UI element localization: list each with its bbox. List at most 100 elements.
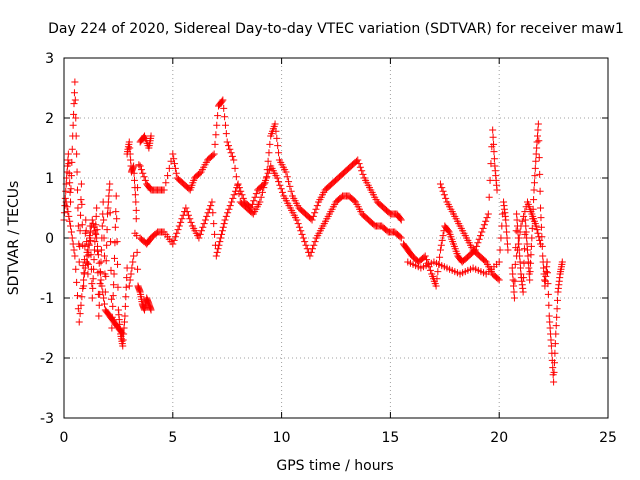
data-point-interp bbox=[82, 227, 90, 235]
data-point-interp bbox=[74, 204, 82, 212]
data-point-interp bbox=[65, 212, 73, 220]
data-point-interp bbox=[196, 230, 204, 238]
data-point bbox=[73, 168, 81, 176]
data-point-interp bbox=[530, 196, 538, 204]
data-point-interp bbox=[359, 170, 367, 178]
data-point-interp bbox=[533, 226, 541, 234]
data-point-interp bbox=[134, 265, 142, 273]
data-point-interp bbox=[537, 223, 545, 231]
data-point bbox=[517, 222, 525, 230]
data-point-interp bbox=[503, 228, 511, 236]
data-point-interp bbox=[170, 236, 178, 244]
data-point-interp bbox=[140, 173, 148, 181]
data-point-interp bbox=[275, 178, 283, 186]
data-point-interp bbox=[74, 305, 82, 313]
data-point-interp bbox=[109, 302, 117, 310]
data-point-interp bbox=[78, 293, 86, 301]
data-point-interp bbox=[61, 194, 69, 202]
data-point-interp bbox=[88, 280, 96, 288]
data-point-interp bbox=[520, 259, 528, 267]
data-point-interp bbox=[226, 145, 234, 153]
data-point-interp bbox=[442, 194, 450, 202]
data-point-interp bbox=[105, 192, 113, 200]
data-point-interp bbox=[533, 138, 541, 146]
data-point bbox=[88, 216, 96, 224]
data-point-interp bbox=[164, 172, 172, 180]
data-point-interp bbox=[547, 336, 555, 344]
data-point-interp bbox=[544, 290, 552, 298]
data-point-interp bbox=[480, 221, 488, 229]
data-point-interp bbox=[95, 259, 103, 267]
data-point-interp bbox=[102, 257, 110, 265]
data-point bbox=[125, 138, 133, 146]
data-point bbox=[523, 246, 531, 254]
data-point bbox=[130, 252, 138, 260]
x-tick-label: 10 bbox=[273, 430, 291, 446]
data-point-interp bbox=[67, 185, 75, 193]
data-point-interp bbox=[118, 329, 126, 337]
data-point-interp bbox=[423, 256, 431, 264]
data-point-interp bbox=[235, 184, 243, 192]
data-point-interp bbox=[396, 233, 404, 241]
tick-labels: 0 5 10 15 20 25 -3 -2 -1 0 1 2 3 bbox=[40, 51, 617, 446]
data-point-interp bbox=[517, 264, 525, 272]
data-point-interp bbox=[100, 252, 108, 260]
data-point-interp bbox=[113, 238, 121, 246]
data-point-interp bbox=[198, 227, 206, 235]
data-point-interp bbox=[171, 160, 179, 168]
data-point-interp bbox=[211, 140, 219, 148]
data-point bbox=[397, 216, 405, 224]
y-tick-label: 1 bbox=[45, 171, 54, 187]
data-point bbox=[421, 252, 429, 260]
data-point-interp bbox=[545, 301, 553, 309]
data-point bbox=[223, 138, 231, 146]
data-point-interp bbox=[231, 164, 239, 172]
data-point-interp bbox=[172, 169, 180, 177]
data-point-interp bbox=[278, 188, 286, 196]
data-point bbox=[93, 234, 101, 242]
data-point bbox=[534, 120, 542, 128]
data-point-interp bbox=[209, 209, 217, 217]
data-point bbox=[217, 234, 225, 242]
y-tick-label: 0 bbox=[45, 231, 54, 247]
data-point bbox=[195, 234, 203, 242]
data-point-interp bbox=[263, 173, 271, 181]
data-point-interp bbox=[102, 272, 110, 280]
data-point-interp bbox=[490, 140, 498, 148]
data-point-interp bbox=[313, 202, 321, 210]
data-point-interp bbox=[307, 248, 315, 256]
data-point-interp bbox=[67, 228, 75, 236]
data-point bbox=[169, 150, 177, 158]
data-point-interp bbox=[535, 137, 543, 145]
data-point-interp bbox=[218, 227, 226, 235]
data-point bbox=[508, 264, 516, 272]
data-point-interp bbox=[91, 238, 99, 246]
data-point-interp bbox=[130, 169, 138, 177]
x-axis-label: GPS time / hours bbox=[276, 458, 393, 474]
data-point-interp bbox=[210, 220, 218, 228]
data-point-interp bbox=[550, 359, 558, 367]
data-point-interp bbox=[114, 260, 122, 268]
data-point bbox=[219, 96, 227, 104]
data-point-interp bbox=[98, 222, 106, 230]
data-point-interp bbox=[89, 284, 97, 292]
data-point bbox=[528, 234, 536, 242]
data-point-interp bbox=[520, 245, 528, 253]
data-point bbox=[545, 312, 553, 320]
data-point-interp bbox=[426, 266, 434, 274]
data-point-interp bbox=[186, 215, 194, 223]
data-point-interp bbox=[72, 265, 80, 273]
data-point-interp bbox=[100, 234, 108, 242]
data-point-interp bbox=[73, 292, 81, 300]
data-point-interp bbox=[311, 209, 319, 217]
data-point bbox=[495, 276, 503, 284]
data-point-interp bbox=[355, 160, 363, 168]
data-point bbox=[88, 294, 96, 302]
data-point bbox=[299, 234, 307, 242]
data-point-interp bbox=[225, 205, 233, 213]
data-point-interp bbox=[77, 301, 85, 309]
data-point-interp bbox=[213, 248, 221, 256]
data-point bbox=[125, 282, 133, 290]
data-point-interp bbox=[439, 232, 447, 240]
